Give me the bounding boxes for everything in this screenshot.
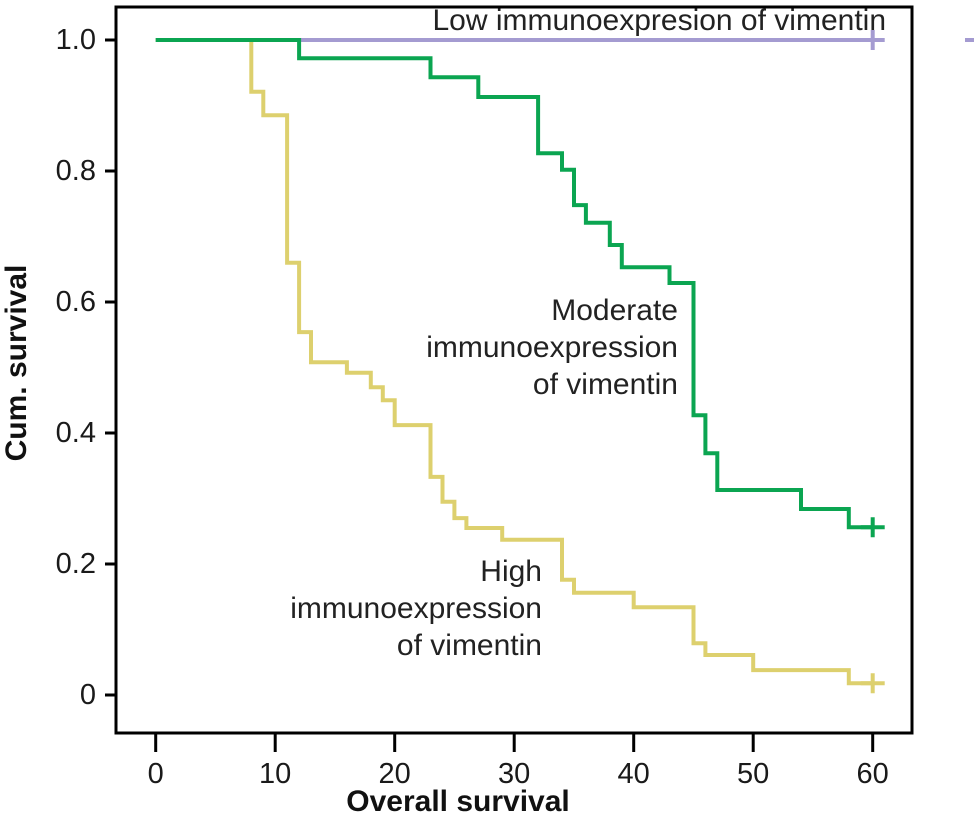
x-tick-label: 50 [737,758,770,790]
series-moderate-censor-mark [860,517,885,538]
series-low-censor-mark [860,30,885,50]
series-label-moderate: Moderate immunoexpression of vimentin [426,292,678,403]
x-axis-title: Overall survival [346,785,570,818]
x-tick-label: 0 [147,758,164,790]
series-label-high-line3: of vimentin [396,629,542,662]
y-tick-label: 0.4 [55,417,96,449]
series-label-high: High immunoexpression of vimentin [290,553,542,664]
x-tick-label: 20 [378,758,411,790]
series-label-high-line1: High [480,555,542,588]
series-label-high-line2: immunoexpression [290,592,542,625]
series-label-moderate-line3: of vimentin [532,368,678,401]
y-tick-label: 1.0 [55,24,96,56]
y-axis-title: Cum. survival [0,264,33,462]
series-label-moderate-line1: Moderate [551,294,678,327]
y-tick-label: 0.2 [55,548,96,580]
y-tick-label: 0.8 [55,155,96,187]
x-tick-label: 40 [617,758,650,790]
series-label-low: Low immunoexpresion of vimentin [432,4,886,37]
series-high-censor-mark [860,673,885,694]
series-moderate-line [155,38,873,530]
y-tick-label: 0 [79,679,96,711]
series-label-moderate-line2: immunoexpression [426,331,678,364]
y-tick-label: 0.6 [55,286,96,318]
series-high-line [155,38,873,686]
x-tick-label: 10 [259,758,292,790]
x-tick-label: 30 [498,758,531,790]
x-tick-label: 60 [856,758,889,790]
clipped-censor-artifact [965,38,974,42]
